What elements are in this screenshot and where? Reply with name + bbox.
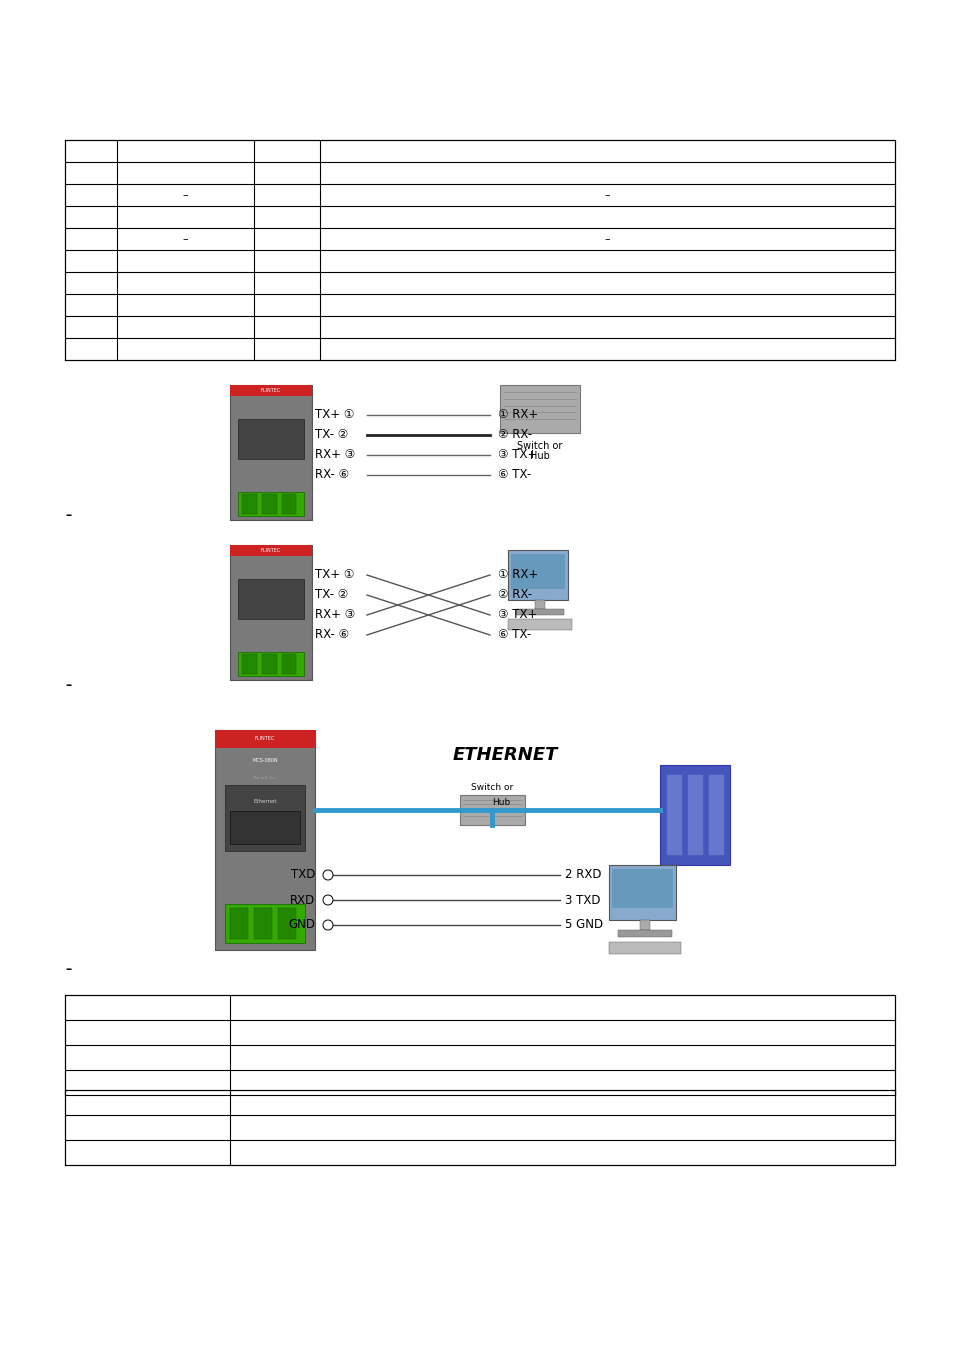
- Text: ③ TX+: ③ TX+: [497, 609, 537, 621]
- Bar: [230, 907, 248, 940]
- Bar: [281, 655, 296, 674]
- Text: TX+ ①: TX+ ①: [314, 568, 354, 582]
- Text: MCS-080N: MCS-080N: [252, 759, 277, 763]
- Bar: [242, 655, 256, 674]
- Text: Switch or: Switch or: [517, 441, 562, 451]
- Bar: [277, 907, 295, 940]
- Text: –: –: [604, 234, 610, 244]
- Bar: [281, 494, 296, 513]
- Text: FLINTEC: FLINTEC: [260, 387, 281, 393]
- Bar: [687, 775, 702, 855]
- Text: Ethernet: Ethernet: [253, 799, 276, 805]
- Bar: [214, 730, 314, 950]
- Text: TX+ ①: TX+ ①: [314, 409, 354, 421]
- Text: FLINTEC: FLINTEC: [254, 736, 274, 741]
- Bar: [535, 599, 544, 609]
- Text: –: –: [65, 964, 71, 976]
- Bar: [708, 775, 723, 855]
- Text: –: –: [182, 190, 188, 200]
- Bar: [230, 385, 312, 396]
- Bar: [238, 491, 303, 516]
- Bar: [612, 869, 673, 909]
- Text: FLINTEC: FLINTEC: [260, 548, 281, 554]
- Bar: [666, 775, 681, 855]
- Bar: [507, 620, 572, 630]
- Bar: [516, 609, 563, 614]
- Text: –: –: [182, 234, 188, 244]
- Text: ⑥ TX-: ⑥ TX-: [497, 629, 531, 641]
- Circle shape: [323, 919, 333, 930]
- Bar: [459, 795, 524, 825]
- Circle shape: [323, 895, 333, 905]
- Bar: [225, 903, 305, 944]
- Text: Switch or: Switch or: [471, 783, 513, 792]
- Bar: [230, 811, 299, 844]
- Text: RX+ ③: RX+ ③: [314, 609, 355, 621]
- Text: 2 RXD: 2 RXD: [564, 868, 601, 882]
- Text: ① RX+: ① RX+: [497, 568, 537, 582]
- Bar: [238, 579, 303, 620]
- Bar: [230, 385, 312, 520]
- Text: ① RX+: ① RX+: [497, 409, 537, 421]
- Bar: [511, 554, 564, 589]
- Bar: [230, 545, 312, 556]
- Text: ETHERNET: ETHERNET: [452, 747, 558, 764]
- Text: Hub: Hub: [530, 451, 549, 460]
- Bar: [639, 919, 650, 930]
- Text: RXD: RXD: [290, 894, 314, 906]
- Bar: [238, 652, 303, 676]
- Bar: [262, 655, 276, 674]
- Text: –: –: [65, 509, 71, 521]
- Bar: [214, 730, 314, 748]
- Text: GND: GND: [288, 918, 314, 932]
- Text: ② RX-: ② RX-: [497, 428, 532, 441]
- Bar: [618, 930, 671, 937]
- Text: RX+ ③: RX+ ③: [314, 448, 355, 462]
- Text: 3 TXD: 3 TXD: [564, 894, 599, 906]
- Text: –: –: [604, 190, 610, 200]
- Bar: [230, 545, 312, 680]
- Bar: [608, 942, 680, 954]
- Bar: [65, 140, 894, 360]
- Text: TX- ②: TX- ②: [314, 589, 348, 602]
- Bar: [262, 494, 276, 513]
- Bar: [499, 385, 579, 433]
- Bar: [238, 418, 303, 459]
- Text: TX- ②: TX- ②: [314, 428, 348, 441]
- Text: ⑥ TX-: ⑥ TX-: [497, 468, 531, 482]
- Text: ③ TX+: ③ TX+: [497, 448, 537, 462]
- Text: Pw  Lnk  Err: Pw Lnk Err: [254, 776, 275, 780]
- Text: TXD: TXD: [291, 868, 314, 882]
- Bar: [253, 907, 272, 940]
- Text: RX- ⑥: RX- ⑥: [314, 629, 349, 641]
- Bar: [659, 765, 729, 865]
- Text: –: –: [65, 679, 71, 691]
- Text: Hub: Hub: [492, 798, 510, 807]
- Text: ② RX-: ② RX-: [497, 589, 532, 602]
- Bar: [242, 494, 256, 513]
- Bar: [65, 1089, 894, 1165]
- Text: RX- ⑥: RX- ⑥: [314, 468, 349, 482]
- Circle shape: [323, 869, 333, 880]
- Bar: [507, 549, 567, 599]
- Bar: [225, 784, 305, 850]
- Bar: [608, 865, 676, 919]
- Bar: [65, 995, 894, 1095]
- Text: 5 GND: 5 GND: [564, 918, 602, 932]
